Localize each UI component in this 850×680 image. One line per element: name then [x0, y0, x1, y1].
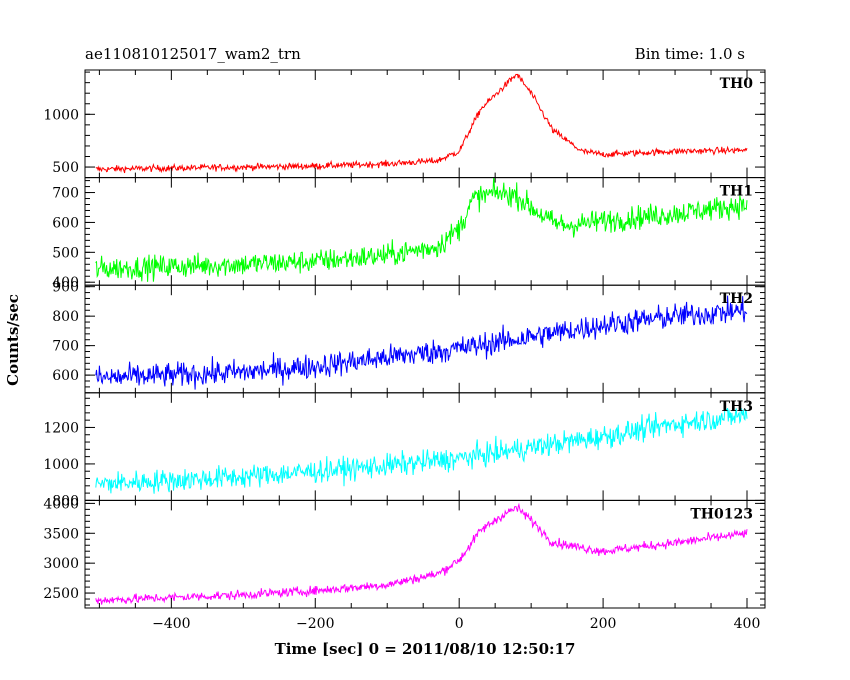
series-line-th1	[95, 177, 748, 282]
panel-frame	[84, 499, 766, 609]
y-tick-label: 800	[52, 309, 79, 325]
y-tick-label: 1200	[43, 420, 79, 436]
y-tick-label: 600	[52, 215, 79, 231]
y-tick-label: 800	[52, 493, 79, 509]
bin-time-label: Bin time: 1.0 s	[635, 45, 745, 63]
y-tick-label: 1000	[43, 107, 79, 123]
panel-th2: 600 700 800 900 TH2	[52, 280, 766, 394]
panels-group: 500 1000 TH0 400 500 600 700 TH1 600 700 800 900 TH2…	[43, 69, 766, 609]
x-tick-label: −200	[296, 616, 334, 632]
y-tick-label: 500	[52, 245, 79, 261]
panel-label-th2: TH2	[720, 291, 753, 307]
y-tick-label: 700	[52, 186, 79, 202]
y-tick-label: 3000	[43, 556, 79, 572]
panel-th0: 500 1000 TH0	[43, 69, 766, 179]
y-tick-label: 1000	[43, 457, 79, 473]
y-tick-label: 3500	[43, 526, 79, 542]
x-axis-label: Time [sec] 0 = 2011/08/10 12:50:17	[275, 640, 576, 658]
y-tick-label: 700	[52, 339, 79, 355]
panel-th0123: 2500 3000 3500 4000 TH0123	[43, 496, 766, 609]
x-tick-label: 400	[734, 616, 761, 632]
panel-frame	[84, 392, 766, 501]
y-tick-label: 400	[52, 275, 79, 291]
x-tick-label: 0	[455, 616, 464, 632]
series-line-th3	[95, 407, 748, 494]
panel-th3: 800 1000 1200 TH3	[43, 392, 766, 509]
series-line-th0123	[95, 502, 748, 605]
panel-label-th0: TH0	[720, 76, 754, 92]
y-tick-label: 600	[52, 368, 79, 384]
chart-title: ae110810125017_wam2_trn	[85, 45, 301, 63]
y-tick-label: 2500	[43, 586, 79, 602]
y-tick-label: 900	[52, 280, 79, 296]
x-axis-tick-labels: −400 −200 0 200 400	[152, 616, 760, 632]
series-line-th0	[95, 73, 748, 174]
x-tick-label: 200	[590, 616, 617, 632]
panel-th1: 400 500 600 700 TH1	[52, 177, 766, 291]
x-tick-label: −400	[152, 616, 190, 632]
panel-label-th1: TH1	[720, 184, 753, 200]
panel-label-th0123: TH0123	[690, 506, 753, 522]
series-line-th2	[95, 295, 748, 390]
panel-label-th3: TH3	[720, 399, 753, 415]
y-tick-label: 500	[52, 160, 79, 176]
y-tick-label: 4000	[43, 496, 79, 512]
y-axis-label: Counts/sec	[4, 294, 22, 386]
